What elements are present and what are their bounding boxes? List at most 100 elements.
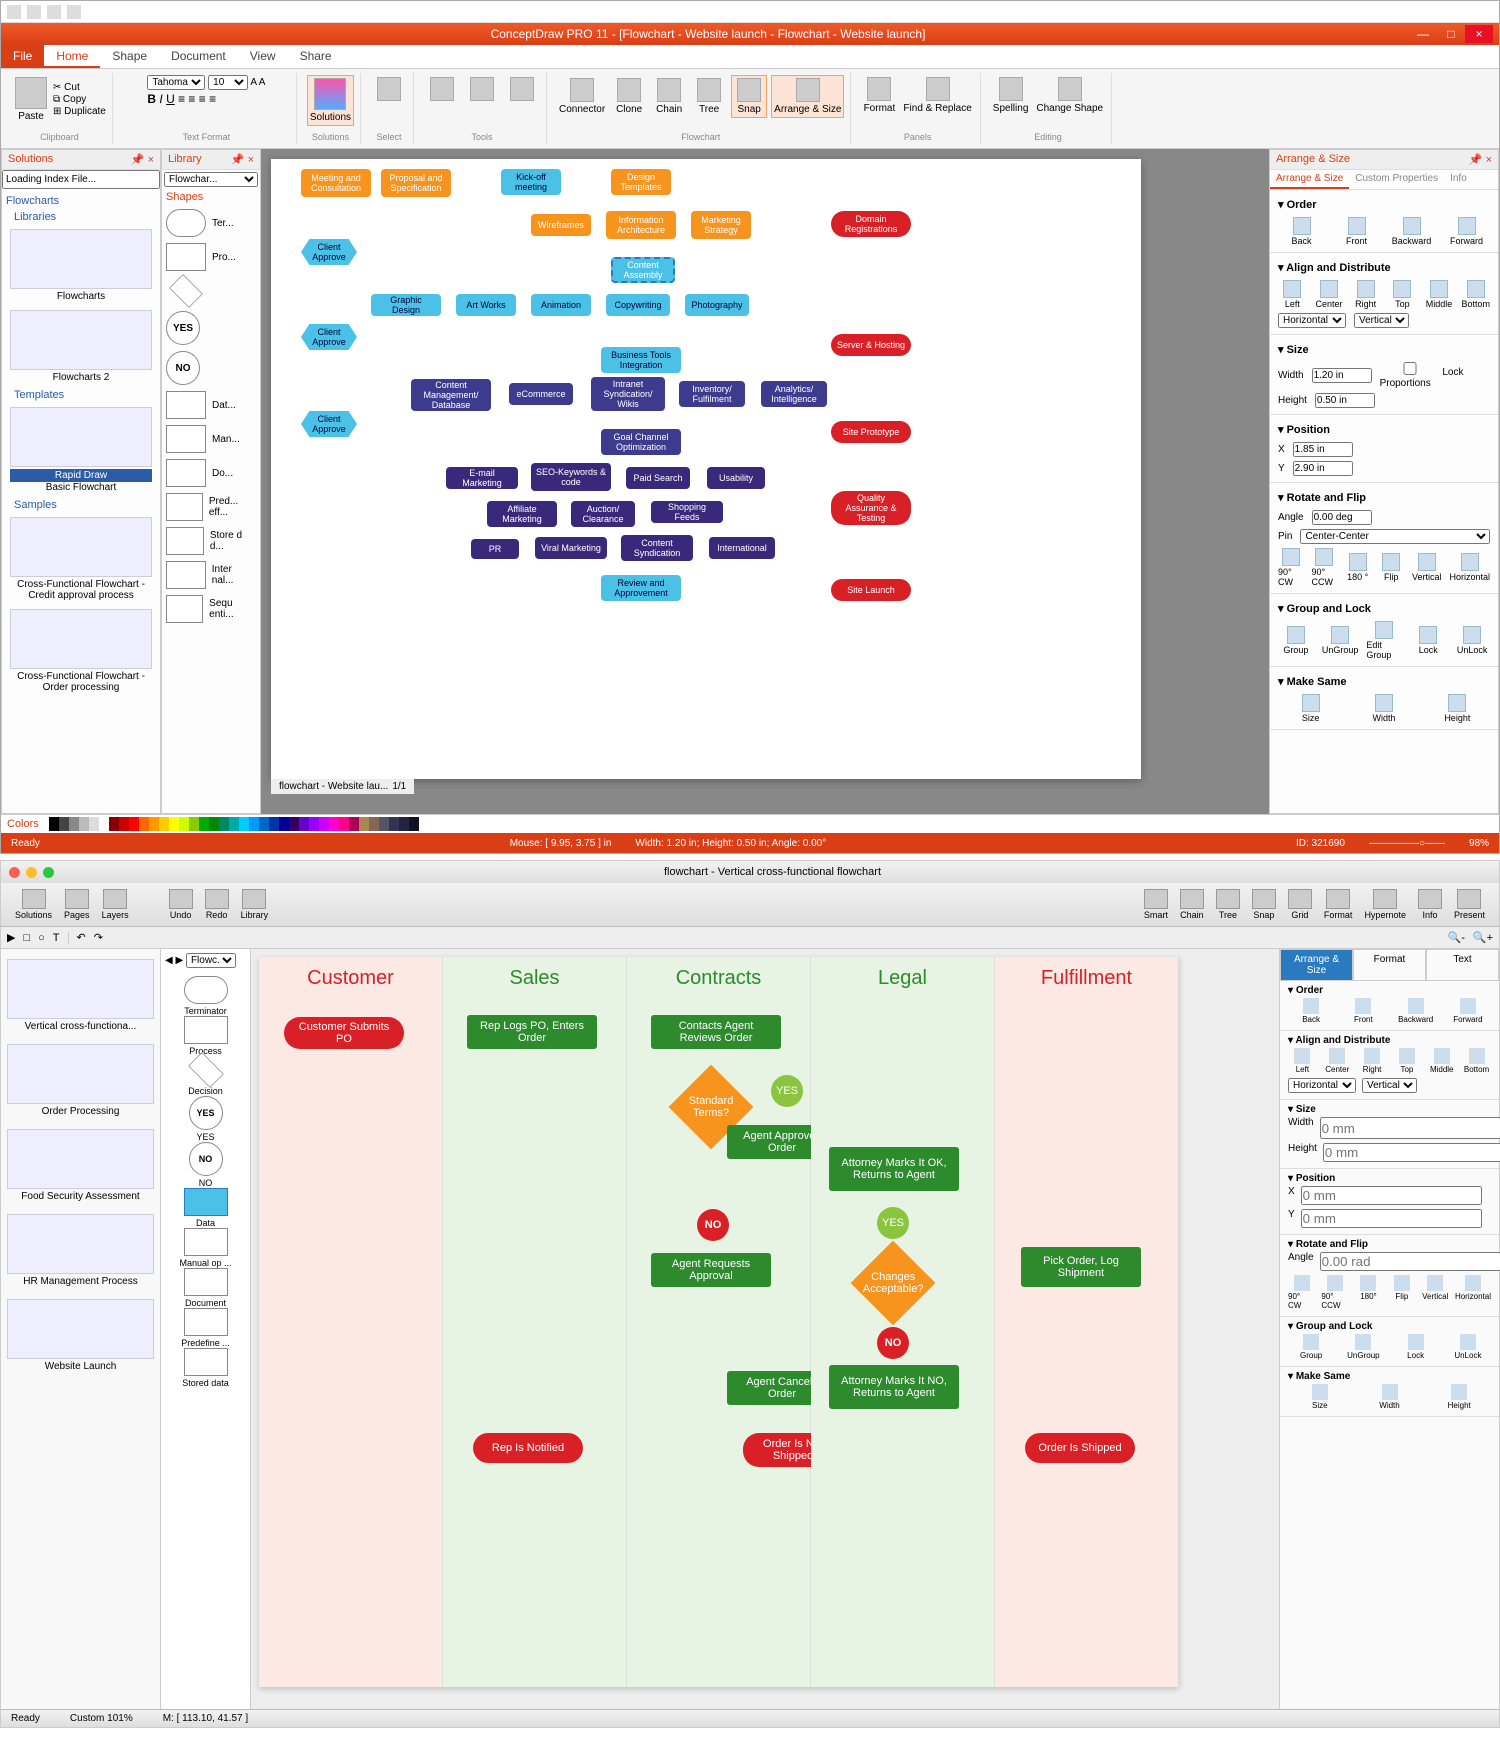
panel-button[interactable]: UnLock [1454, 626, 1490, 655]
minimize-button[interactable] [26, 867, 37, 878]
panel-button[interactable]: Group [1288, 1334, 1334, 1360]
flowchart-node[interactable]: Content Syndication [621, 535, 693, 561]
swimlane-node[interactable]: NO [697, 1209, 729, 1241]
flowchart-node[interactable]: Quality Assurance & Testing [831, 491, 911, 525]
panel-button[interactable]: Middle [1425, 280, 1454, 309]
height-input[interactable] [1315, 393, 1375, 408]
panel-button[interactable]: Back [1288, 998, 1334, 1024]
category-flowcharts[interactable]: Flowcharts [6, 193, 156, 209]
toolbar-button[interactable]: Library [235, 887, 275, 922]
solutions-button[interactable]: Solutions [307, 75, 354, 126]
duplicate-button[interactable]: ⊞ Duplicate [53, 106, 106, 117]
color-swatch[interactable] [49, 817, 59, 831]
library-shape[interactable]: Terminator [165, 976, 246, 1016]
tab-home[interactable]: Home [44, 45, 100, 68]
color-swatch[interactable] [119, 817, 129, 831]
library-shape[interactable]: Pro... [166, 243, 256, 271]
solution-item[interactable]: Food Security Assessment [5, 1123, 156, 1208]
flowchart-node[interactable]: Information Architecture [606, 211, 676, 239]
color-swatch[interactable] [149, 817, 159, 831]
color-swatch[interactable] [319, 817, 329, 831]
flowchart-node[interactable]: Analytics/ Intelligence [761, 381, 827, 407]
color-swatch[interactable] [209, 817, 219, 831]
flowchart-node[interactable]: Content Management/ Database [411, 379, 491, 411]
library-shape[interactable]: Predefine ... [165, 1308, 246, 1348]
library-shape[interactable]: Document [165, 1268, 246, 1308]
flowchart-node[interactable]: Server & Hosting [831, 334, 911, 356]
panel-button[interactable]: Flip [1388, 1275, 1415, 1310]
panel-button[interactable]: Edit Group [1366, 621, 1402, 660]
font-size-select[interactable]: 10 [208, 75, 248, 90]
sample-credit[interactable]: Cross-Functional Flowchart - Credit appr… [6, 513, 156, 605]
panel-button[interactable]: Horizontal [1449, 553, 1490, 582]
flowchart-node[interactable]: Kick-off meeting [501, 169, 561, 195]
color-swatch[interactable] [59, 817, 69, 831]
flowchart-node[interactable]: Domain Registrations [831, 211, 911, 237]
toolbar-button[interactable]: Present [1448, 887, 1491, 922]
color-swatch[interactable] [79, 817, 89, 831]
panel-button[interactable]: Center [1315, 280, 1344, 309]
library-shape[interactable]: Stored data [165, 1348, 246, 1388]
color-swatch[interactable] [269, 817, 279, 831]
panel-button[interactable]: Vertical [1422, 1275, 1449, 1310]
color-swatch[interactable] [329, 817, 339, 831]
panel-button[interactable]: 180° [1355, 1275, 1382, 1310]
swimlane-node[interactable]: YES [877, 1207, 909, 1239]
color-swatch[interactable] [189, 817, 199, 831]
connector-button[interactable]: Connector [557, 76, 607, 117]
change-shape-button[interactable]: Change Shape [1034, 75, 1105, 116]
library-shape[interactable]: Ter... [166, 209, 256, 237]
panel-button[interactable]: Front [1340, 998, 1386, 1024]
toolbar-button[interactable]: Smart [1138, 887, 1174, 922]
color-swatch[interactable] [139, 817, 149, 831]
swimlane-node[interactable]: Agent Requests Approval [651, 1253, 771, 1287]
canvas-area-2[interactable]: CustomerCustomer Submits PO SalesRep Log… [251, 949, 1279, 1709]
flowchart-node[interactable]: Marketing Strategy [691, 211, 751, 239]
panel-button[interactable]: Lock [1393, 1334, 1439, 1360]
panel-button[interactable]: Front [1333, 217, 1380, 246]
flowchart-node[interactable]: Animation [531, 294, 591, 316]
flowchart-node[interactable]: Copywriting [606, 294, 670, 316]
library-shape[interactable]: Dat... [166, 391, 256, 419]
color-swatch[interactable] [299, 817, 309, 831]
panel-button[interactable]: 90° CW [1288, 1275, 1315, 1310]
flowchart-node[interactable]: Paid Search [626, 467, 690, 489]
color-swatch[interactable] [89, 817, 99, 831]
swimlane-page[interactable]: CustomerCustomer Submits PO SalesRep Log… [259, 957, 1179, 1687]
color-swatch[interactable] [249, 817, 259, 831]
color-swatch[interactable] [69, 817, 79, 831]
color-swatch[interactable] [159, 817, 169, 831]
qat-icon[interactable] [47, 5, 61, 19]
toolbar-button[interactable]: Pages [58, 887, 96, 922]
width-input[interactable] [1312, 368, 1372, 383]
angle-input[interactable] [1312, 510, 1372, 525]
swimlane-node[interactable]: Rep Is Notified [473, 1433, 583, 1463]
solution-item[interactable]: HR Management Process [5, 1208, 156, 1293]
library-flowcharts2[interactable]: Flowcharts 2 [6, 306, 156, 387]
library-shape[interactable]: Man... [166, 425, 256, 453]
qat-icon[interactable] [27, 5, 41, 19]
flowchart-node[interactable]: Site Prototype [831, 421, 911, 443]
panel-button[interactable]: UnGroup [1340, 1334, 1386, 1360]
panel-button[interactable]: Width [1358, 1384, 1422, 1410]
library-shape[interactable]: Decision [165, 1056, 246, 1096]
tab-document[interactable]: Document [159, 45, 238, 68]
panel-button[interactable]: Horizontal [1455, 1275, 1491, 1310]
find-replace-button[interactable]: Find & Replace [901, 75, 973, 116]
toolbar-button[interactable]: Solutions [9, 887, 58, 922]
panel-button[interactable]: Size [1288, 1384, 1352, 1410]
solutions-search[interactable] [2, 170, 160, 189]
panel-button[interactable]: Height [1425, 694, 1490, 723]
flowchart-node[interactable]: Photography [685, 294, 749, 316]
panel-button[interactable]: Left [1278, 280, 1307, 309]
zoom-button[interactable] [43, 867, 54, 878]
panel-button[interactable]: Bottom [1462, 1048, 1491, 1074]
library-dropdown[interactable]: Flowchar... [164, 172, 258, 187]
minimize-button[interactable]: — [1409, 25, 1437, 43]
flowchart-node[interactable]: Design Templates [611, 169, 671, 195]
swimlane-node[interactable]: Order Is Shipped [1025, 1433, 1135, 1463]
arrange-size-button[interactable]: Arrange & Size [771, 75, 844, 118]
library-flowcharts[interactable]: Flowcharts [6, 225, 156, 306]
flowchart-node[interactable]: Site Launch [831, 579, 911, 601]
panel-button[interactable]: 90° CW [1278, 548, 1303, 587]
